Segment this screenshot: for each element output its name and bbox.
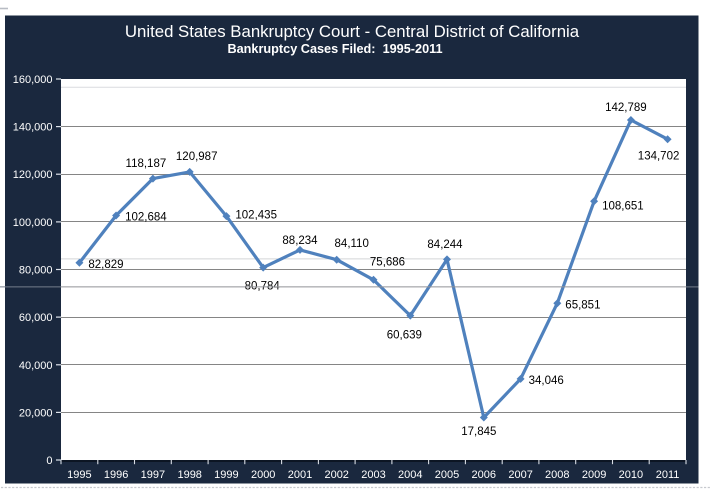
svg-text:65,851: 65,851 — [565, 300, 600, 312]
svg-text:108,651: 108,651 — [602, 200, 644, 212]
svg-text:120,000: 120,000 — [13, 169, 53, 181]
svg-text:2003: 2003 — [361, 469, 385, 481]
svg-text:2008: 2008 — [545, 469, 569, 481]
svg-text:60,000: 60,000 — [19, 312, 53, 324]
svg-text:142,789: 142,789 — [605, 102, 647, 114]
svg-text:82,829: 82,829 — [88, 259, 123, 271]
svg-text:75,686: 75,686 — [370, 256, 405, 268]
svg-text:1995: 1995 — [67, 469, 91, 481]
svg-text:140,000: 140,000 — [13, 122, 53, 134]
svg-text:2001: 2001 — [288, 469, 312, 481]
svg-text:2005: 2005 — [435, 469, 459, 481]
svg-text:84,244: 84,244 — [427, 239, 463, 251]
svg-text:1999: 1999 — [214, 469, 238, 481]
svg-text:84,110: 84,110 — [335, 238, 369, 250]
svg-text:2004: 2004 — [398, 469, 422, 481]
svg-text:United States Bankruptcy Court: United States Bankruptcy Court - Central… — [125, 22, 580, 41]
svg-text:34,046: 34,046 — [529, 375, 564, 387]
svg-text:Bankruptcy Cases Filed: 1995-: Bankruptcy Cases Filed: 1995-2011 — [227, 42, 442, 56]
svg-text:1997: 1997 — [141, 469, 165, 481]
svg-text:2010: 2010 — [619, 469, 643, 481]
svg-text:2011: 2011 — [656, 469, 680, 481]
svg-text:160,000: 160,000 — [13, 74, 53, 86]
svg-text:0: 0 — [46, 455, 52, 467]
svg-text:118,187: 118,187 — [126, 158, 167, 170]
svg-text:100,000: 100,000 — [13, 217, 53, 229]
svg-text:88,234: 88,234 — [282, 235, 318, 247]
svg-text:120,987: 120,987 — [176, 151, 218, 163]
svg-text:2000: 2000 — [251, 469, 275, 481]
svg-text:20,000: 20,000 — [19, 407, 53, 419]
svg-text:40,000: 40,000 — [19, 360, 53, 372]
svg-text:80,000: 80,000 — [19, 265, 53, 277]
svg-text:102,435: 102,435 — [235, 210, 277, 222]
svg-text:2009: 2009 — [582, 469, 606, 481]
svg-text:134,702: 134,702 — [638, 151, 680, 163]
svg-text:2007: 2007 — [508, 469, 532, 481]
svg-text:17,845: 17,845 — [461, 426, 496, 438]
svg-text:1998: 1998 — [177, 469, 201, 481]
svg-text:102,684: 102,684 — [125, 212, 167, 224]
svg-text:1996: 1996 — [104, 469, 128, 481]
svg-text:2002: 2002 — [324, 469, 348, 481]
svg-text:2006: 2006 — [472, 469, 496, 481]
svg-text:60,639: 60,639 — [387, 330, 422, 342]
